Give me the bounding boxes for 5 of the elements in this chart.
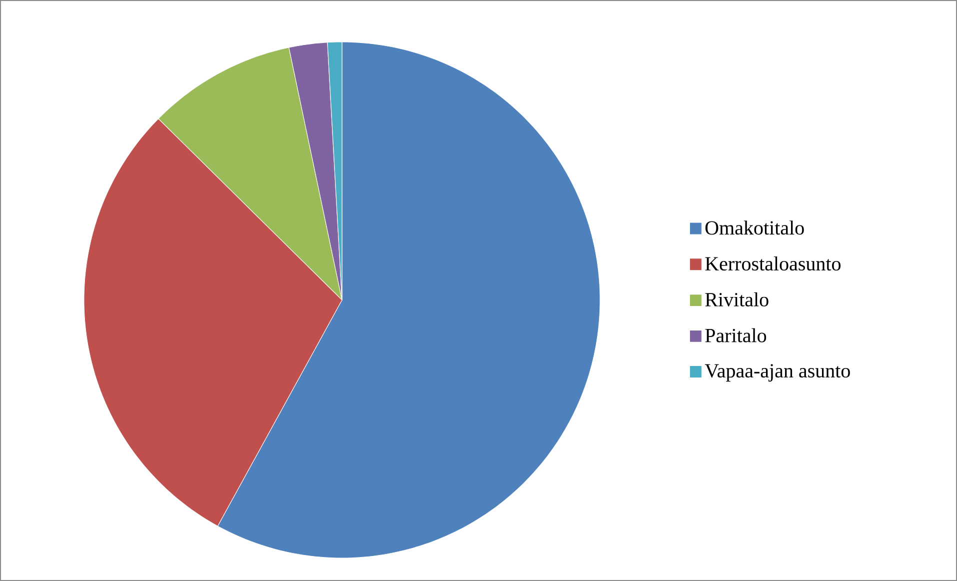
legend-label: Omakotitalo (705, 220, 804, 235)
legend-label: Kerrostaloasunto (705, 256, 841, 271)
legend-label: Vapaa-ajan asunto (704, 364, 850, 382)
legend-label: Paritalo (705, 328, 766, 342)
legend-label: Rivitalo (705, 292, 768, 306)
